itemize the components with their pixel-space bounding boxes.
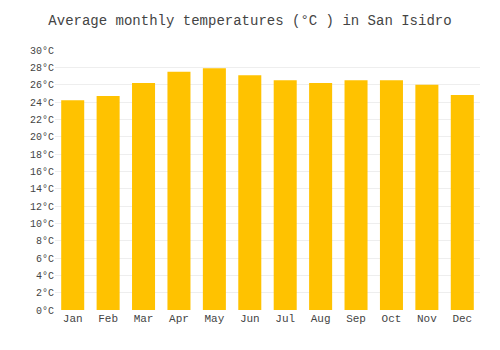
svg-text:Jul: Jul (275, 313, 295, 325)
svg-text:24°C: 24°C (30, 98, 54, 109)
svg-text:Nov: Nov (417, 313, 437, 325)
svg-text:May: May (204, 313, 224, 325)
svg-text:Sep: Sep (346, 313, 366, 325)
svg-text:4°C: 4°C (36, 271, 54, 282)
svg-text:20°C: 20°C (30, 132, 54, 143)
svg-text:30°C: 30°C (30, 46, 54, 57)
svg-text:Apr: Apr (169, 313, 189, 325)
svg-text:10°C: 10°C (30, 219, 54, 230)
svg-text:28°C: 28°C (30, 63, 54, 74)
svg-text:Dec: Dec (452, 313, 472, 325)
svg-text:Average monthly temperatures (: Average monthly temperatures (°C ) in Sa… (48, 13, 451, 29)
svg-text:14°C: 14°C (30, 184, 54, 195)
svg-text:18°C: 18°C (30, 150, 54, 161)
svg-text:26°C: 26°C (30, 80, 54, 91)
svg-text:8°C: 8°C (36, 236, 54, 247)
svg-text:22°C: 22°C (30, 115, 54, 126)
svg-text:2°C: 2°C (36, 288, 54, 299)
svg-text:Jun: Jun (240, 313, 260, 325)
svg-text:Feb: Feb (98, 313, 118, 325)
svg-text:Mar: Mar (134, 313, 154, 325)
svg-text:12°C: 12°C (30, 202, 54, 213)
svg-text:Oct: Oct (382, 313, 402, 325)
svg-text:6°C: 6°C (36, 254, 54, 265)
svg-text:Jan: Jan (63, 313, 83, 325)
svg-text:Aug: Aug (311, 313, 331, 325)
svg-text:16°C: 16°C (30, 167, 54, 178)
svg-text:0°C: 0°C (36, 306, 54, 317)
